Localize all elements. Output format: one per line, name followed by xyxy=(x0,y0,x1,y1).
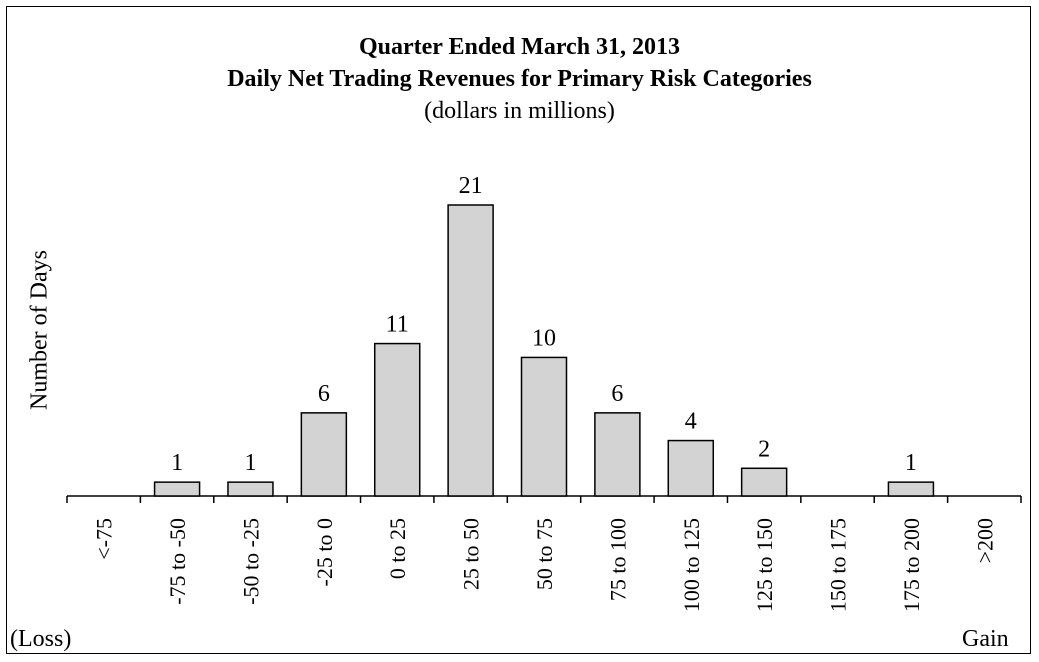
bar xyxy=(153,481,201,497)
bar xyxy=(667,439,715,497)
bar xyxy=(447,204,494,497)
data-label: 2 xyxy=(758,436,770,462)
chart-frame xyxy=(6,6,1031,654)
data-label: 11 xyxy=(386,312,409,338)
units-note: (dollars in millions) xyxy=(424,98,615,124)
data-label: 1 xyxy=(244,450,256,476)
x-tick-label: -75 to -50 xyxy=(165,518,190,605)
data-label: 10 xyxy=(532,325,556,351)
data-label: 4 xyxy=(685,409,697,435)
x-tick-label: 0 to 25 xyxy=(385,518,410,579)
bar xyxy=(227,481,274,497)
x-tick-label: 75 to 100 xyxy=(605,518,630,601)
x-tick-label: -50 to -25 xyxy=(238,518,263,605)
bar xyxy=(300,412,348,497)
x-tick-label: 175 to 200 xyxy=(899,518,924,612)
x-tick-label: 125 to 150 xyxy=(752,518,777,612)
gain-note: Gain xyxy=(962,626,1009,652)
data-label: 1 xyxy=(171,450,183,476)
x-tick-label: 25 to 50 xyxy=(459,518,484,590)
x-tick-label: <-75 xyxy=(92,518,117,560)
x-tick-label: >200 xyxy=(972,518,997,563)
loss-note: (Loss) xyxy=(10,626,72,652)
x-tick-label: 50 to 75 xyxy=(532,518,557,590)
x-tick-label: 100 to 125 xyxy=(679,518,704,612)
bar xyxy=(373,342,421,497)
x-tick-label: 150 to 175 xyxy=(826,518,851,612)
x-tick-label: -25 to 0 xyxy=(312,518,337,586)
data-label: 6 xyxy=(611,381,623,407)
data-label: 6 xyxy=(318,381,330,407)
bar xyxy=(520,356,568,497)
bar xyxy=(594,412,641,497)
data-label: 1 xyxy=(905,450,917,476)
bar xyxy=(740,467,788,497)
chart-title: Quarter Ended March 31, 2013 xyxy=(358,34,681,60)
bar xyxy=(887,481,935,497)
chart-subtitle: Daily Net Trading Revenues for Primary R… xyxy=(227,66,812,92)
data-label: 21 xyxy=(459,173,483,199)
